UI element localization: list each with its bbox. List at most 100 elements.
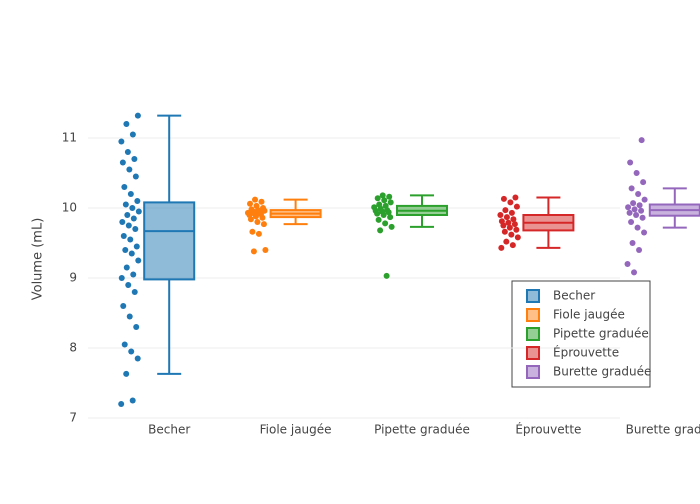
x-tick-label: Becher <box>148 423 190 437</box>
y-tick-label: 11 <box>62 131 77 145</box>
point <box>252 196 259 203</box>
point <box>628 185 635 192</box>
point <box>513 226 520 233</box>
point <box>641 229 648 236</box>
point <box>633 212 640 218</box>
point <box>253 202 260 209</box>
point <box>125 222 132 229</box>
legend-label: Burette graduée <box>553 365 651 379</box>
point <box>508 209 515 216</box>
point <box>627 159 634 166</box>
point <box>248 206 255 213</box>
point <box>388 223 395 230</box>
point <box>260 221 267 228</box>
point <box>123 370 130 377</box>
point <box>382 202 389 209</box>
point <box>371 204 378 211</box>
point <box>634 224 641 231</box>
point <box>254 219 261 225</box>
point <box>501 228 508 235</box>
point <box>505 219 512 226</box>
point <box>386 193 393 200</box>
point <box>509 242 516 249</box>
y-tick-label: 10 <box>62 201 77 215</box>
point <box>382 220 389 227</box>
point <box>126 166 133 173</box>
point <box>127 236 134 243</box>
legend-swatch <box>526 346 540 360</box>
legend-swatch <box>526 327 540 341</box>
point <box>379 192 386 199</box>
x-tick-label: Fiole jaugée <box>260 423 332 437</box>
point <box>128 348 135 355</box>
point <box>262 247 269 253</box>
point <box>122 247 129 253</box>
legend-swatch <box>526 289 540 303</box>
point <box>129 205 136 211</box>
point <box>134 355 141 362</box>
point <box>508 231 515 238</box>
point <box>132 173 139 180</box>
x-tick-label: Burette graduée <box>626 423 700 437</box>
point <box>260 205 267 211</box>
point <box>635 191 642 197</box>
point <box>628 219 635 225</box>
point <box>641 196 648 203</box>
point <box>387 199 394 206</box>
point <box>118 401 125 407</box>
point <box>638 207 645 214</box>
point <box>132 226 139 232</box>
point <box>249 228 256 235</box>
point <box>497 212 504 218</box>
point <box>126 313 133 320</box>
point <box>500 195 507 202</box>
point <box>631 206 638 213</box>
point <box>131 289 138 295</box>
point <box>122 201 129 208</box>
point <box>626 209 633 216</box>
point <box>135 257 142 264</box>
point <box>123 121 130 127</box>
point <box>498 244 505 251</box>
point <box>387 214 394 221</box>
point <box>121 184 128 190</box>
point <box>129 131 136 138</box>
legend-swatch <box>526 308 540 322</box>
point <box>631 269 638 276</box>
legend-label: Éprouvette <box>553 345 619 360</box>
point <box>135 208 142 215</box>
point <box>134 112 141 119</box>
legend-label: Becher <box>553 289 595 303</box>
point <box>383 272 390 279</box>
point <box>638 137 645 144</box>
point <box>118 275 125 281</box>
point <box>247 200 254 207</box>
point <box>129 397 136 404</box>
legend-label: Pipette graduée <box>553 327 649 341</box>
point <box>376 201 383 208</box>
point <box>250 248 257 255</box>
point <box>130 215 137 222</box>
y-tick-label: 7 <box>69 411 77 425</box>
x-tick-label: Éprouvette <box>515 422 581 437</box>
point <box>507 199 514 206</box>
point <box>513 203 520 210</box>
point <box>120 233 127 239</box>
point <box>375 216 382 223</box>
point <box>124 149 131 155</box>
point <box>625 204 632 211</box>
point <box>123 264 130 271</box>
x-tick-label: Pipette graduée <box>374 423 470 437</box>
point <box>502 207 509 214</box>
point <box>119 219 126 225</box>
point <box>636 247 643 253</box>
point <box>120 303 127 309</box>
y-tick-label: 8 <box>69 341 77 355</box>
point <box>255 230 262 237</box>
y-axis-title: Volume (mL) <box>31 218 46 301</box>
box <box>143 201 196 281</box>
point <box>128 250 135 257</box>
point <box>512 194 519 201</box>
point <box>636 202 643 209</box>
